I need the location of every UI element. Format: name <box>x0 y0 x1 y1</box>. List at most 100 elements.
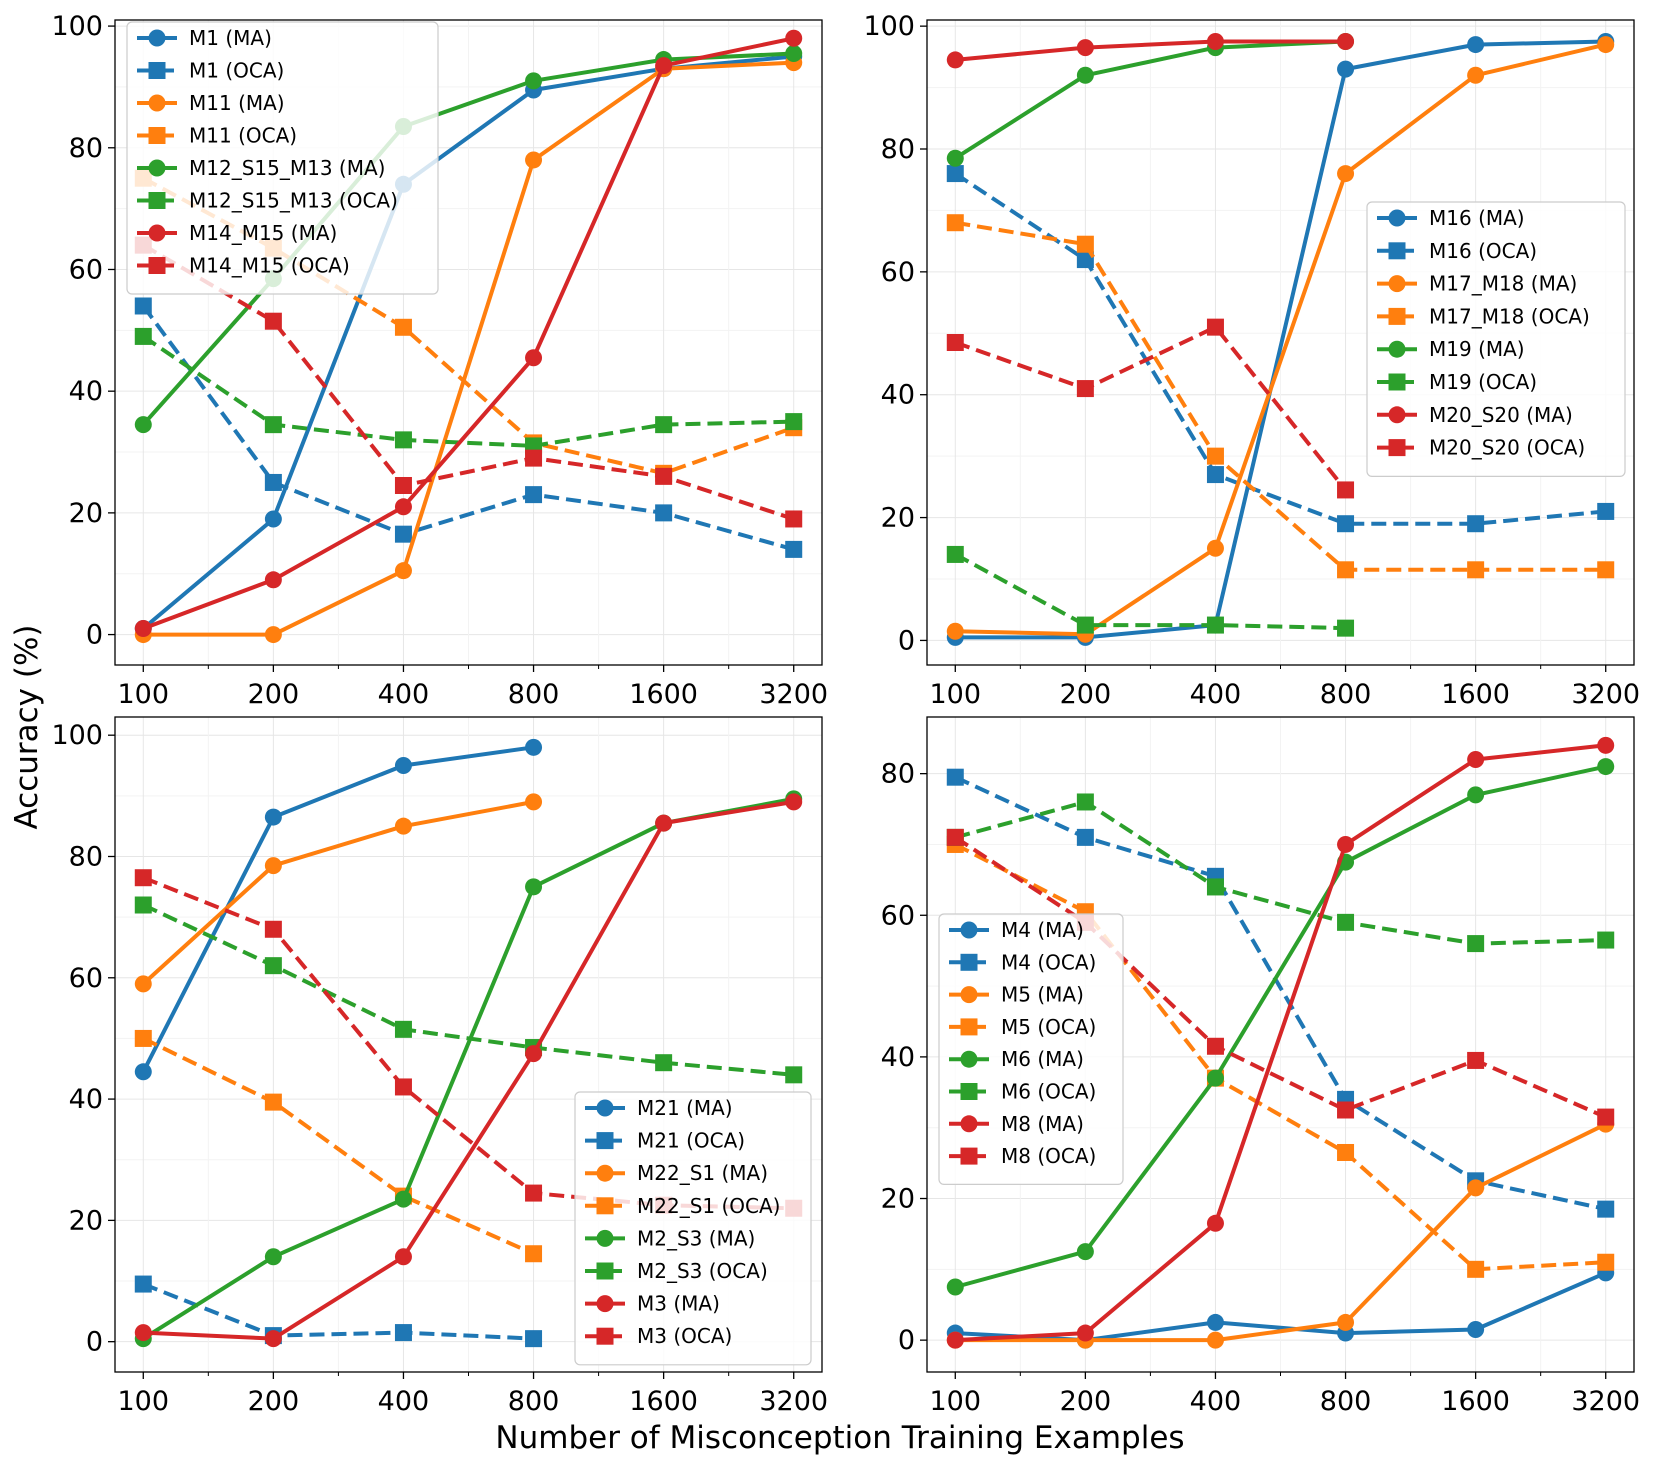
y-axis: 0 20 40 60 80 <box>881 759 927 1356</box>
series-line <box>954 800 1606 946</box>
data-point <box>394 1248 412 1266</box>
legend-marker <box>148 257 166 274</box>
y-tick-label: 100 <box>51 720 103 751</box>
legend-marker <box>1388 307 1406 325</box>
x-tick-label: 100 <box>930 679 982 710</box>
legend-label: M22_S1 (MA) <box>637 1161 768 1185</box>
data-point <box>1206 33 1224 50</box>
data-point <box>1597 561 1615 579</box>
legend-item: M16 (MA) <box>1377 206 1525 230</box>
legend-item: M1 (MA) <box>137 26 272 50</box>
legend-label: M1 (OCA) <box>189 59 284 83</box>
y-tick-label: 0 <box>898 625 915 656</box>
data-point <box>1076 828 1094 846</box>
data-point <box>1597 736 1615 754</box>
data-point <box>946 214 964 232</box>
data-point <box>1467 750 1485 768</box>
series-line <box>141 304 795 552</box>
legend-item: M3 (MA) <box>585 1292 720 1316</box>
legend-box <box>574 1091 812 1366</box>
data-point <box>1467 1179 1485 1197</box>
data-point <box>946 545 964 563</box>
x-tick-label: 400 <box>378 1386 430 1417</box>
series-group <box>134 738 803 1348</box>
series-line <box>142 36 795 631</box>
data-point <box>264 1330 282 1348</box>
y-tick-label: 80 <box>881 134 915 165</box>
data-point <box>1467 1051 1485 1069</box>
legend-marker <box>960 1147 978 1165</box>
legend-label: M14_M15 (OCA) <box>189 254 350 278</box>
data-point <box>525 738 543 756</box>
data-point <box>264 857 282 875</box>
legend-label: M14_M15 (MA) <box>189 221 337 245</box>
legend-label: M4 (MA) <box>1001 918 1084 942</box>
data-point <box>264 510 282 528</box>
x-tick-label: 100 <box>118 679 170 710</box>
data-point <box>394 1020 412 1038</box>
series-M1 (OCA) <box>134 297 803 558</box>
x-tick-label: 800 <box>508 679 560 710</box>
legend-marker <box>960 1018 978 1036</box>
legend-label: M11 (MA) <box>189 91 285 115</box>
series-M19 (OCA) <box>946 545 1355 637</box>
series-M21 (OCA) <box>134 1275 543 1348</box>
data-point <box>1076 793 1094 811</box>
data-point <box>134 896 152 914</box>
data-point <box>946 1331 964 1349</box>
series-group <box>134 29 803 644</box>
data-point <box>946 51 964 69</box>
legend-marker <box>148 94 166 112</box>
legend-label: M6 (MA) <box>1001 1047 1084 1071</box>
legend-label: M21 (OCA) <box>637 1129 745 1153</box>
legend-item: M19 (OCA) <box>1377 370 1537 394</box>
legend-label: M22_S1 (OCA) <box>637 1194 780 1218</box>
legend: M1 (MA) M1 (OCA) M11 (MA) M11 (OCA) M12_S15_… <box>126 21 439 295</box>
data-point <box>264 626 282 644</box>
data-point <box>525 1045 543 1063</box>
legend-label: M6 (OCA) <box>1001 1080 1096 1104</box>
series-line <box>142 903 794 1077</box>
data-point <box>1597 1253 1615 1271</box>
x-tick-label: 1600 <box>629 679 698 710</box>
data-point <box>655 504 673 522</box>
legend-box <box>938 913 1124 1185</box>
series-M16 (OCA) <box>946 165 1615 533</box>
legend-item: M8 (MA) <box>949 1112 1084 1136</box>
series-line <box>142 1282 534 1341</box>
legend-marker <box>1388 209 1406 227</box>
legend-marker <box>1388 242 1406 260</box>
legend-marker <box>596 1327 614 1345</box>
legend-label: M16 (MA) <box>1429 206 1525 230</box>
legend-item: M1 (OCA) <box>137 59 284 83</box>
legend-marker <box>1388 340 1406 358</box>
series-M20_S20 (MA) <box>946 33 1355 69</box>
legend-item: M6 (OCA) <box>949 1080 1096 1104</box>
data-point <box>1076 380 1094 398</box>
series-line <box>954 325 1348 492</box>
data-point <box>1076 616 1094 634</box>
series-line <box>143 799 795 1341</box>
data-point <box>785 510 803 528</box>
legend: M21 (MA) M21 (OCA) M22_S1 (MA) M22_S1 (OCA)… <box>574 1091 812 1366</box>
x-tick-label: 1600 <box>1441 679 1510 710</box>
legend-label: M20_S20 (OCA) <box>1429 436 1585 460</box>
y-tick-label: 40 <box>69 1084 103 1115</box>
series-M22_S1 (MA) <box>134 793 543 993</box>
legend-marker <box>1388 439 1406 457</box>
data-point <box>1337 619 1355 637</box>
series-line <box>141 799 534 986</box>
legend-label: M2_S3 (OCA) <box>637 1259 768 1283</box>
legend-item: M5 (MA) <box>949 983 1084 1007</box>
data-point <box>1467 36 1485 54</box>
y-tick-label: 100 <box>51 11 103 42</box>
x-tick-label: 1600 <box>629 1386 698 1417</box>
data-point <box>1076 251 1094 269</box>
data-point <box>394 1324 412 1342</box>
data-point <box>1206 318 1224 336</box>
series-group <box>946 33 1615 646</box>
y-tick-label: 80 <box>881 759 915 790</box>
data-point <box>134 1063 152 1081</box>
data-point <box>655 57 673 75</box>
